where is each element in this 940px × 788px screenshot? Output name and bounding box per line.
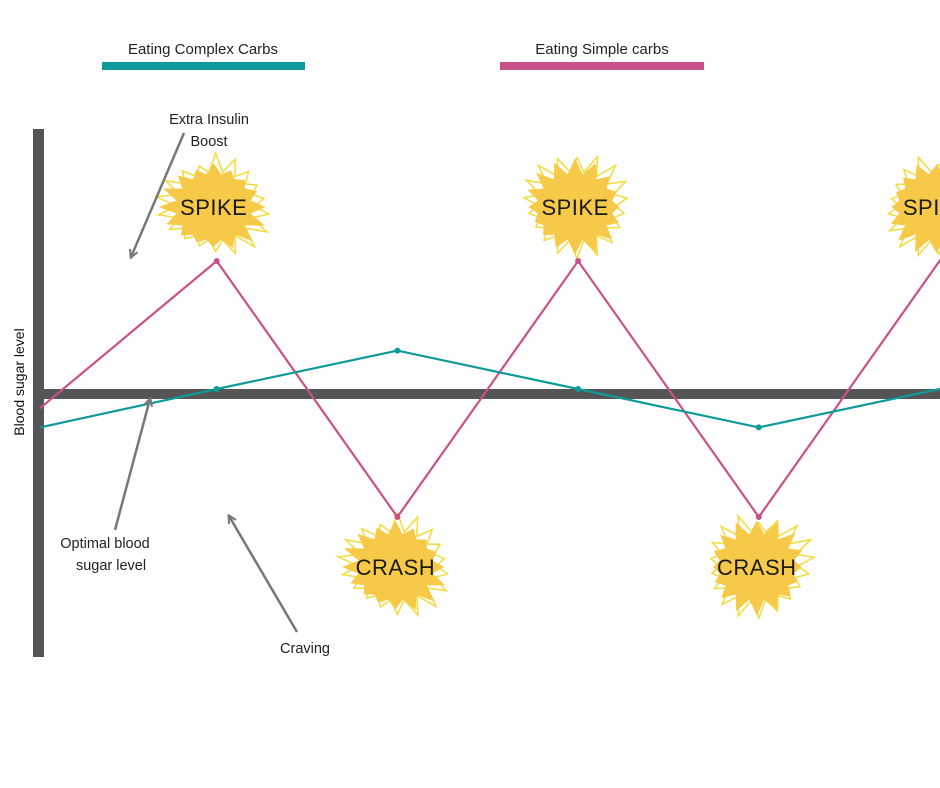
series-points [213,258,762,520]
point-complex-4 [755,424,762,431]
spike-burst-2-shape [527,158,619,255]
spike-burst-1-shape [158,163,266,248]
crash-burst-1: CRASH [335,510,450,618]
spike-burst-3-outline [886,155,940,258]
crash-burst-2-outline [709,513,817,621]
spike-burst-1: SPIKE [153,150,271,256]
annotation-insulin: Extra Insulin Boost [131,112,249,257]
legend-label-complex-carbs: Eating Complex Carbs [128,41,278,58]
crash-burst-2-label: CRASH [717,555,797,580]
point-simple-4 [755,514,762,520]
crash-burst-1-outline [335,510,450,618]
spike-burst-2-label: SPIKE [541,195,608,220]
annotation-insulin-line1: Extra Insulin [169,112,249,128]
legend-swatch-simple-carbs [500,62,704,70]
annotation-optimal: Optimal blood sugar level [60,399,150,574]
spike-burst-3-shape [890,164,940,254]
spike-burst-1-outline [153,150,271,256]
spike-burst-3-label: SPIKE [903,195,940,220]
point-complex-3 [575,386,582,392]
point-complex-2 [394,347,401,354]
point-complex-1 [213,386,220,392]
spike-burst-1-label: SPIKE [180,195,247,220]
bursts: SPIKESPIKESPIKESPIKESPIKECRASHCRASHCRASH… [153,150,940,621]
annotation-optimal-arrow [113,399,150,531]
crash-burst-1-shape [342,520,446,611]
y-axis-label: Blood sugar level [11,328,27,435]
point-simple-2 [394,514,401,520]
legend-item-simple-carbs: Eating Simple carbs [500,41,704,70]
axes: Blood sugar level [11,129,940,657]
annotation-insulin-line2: Boost [190,134,227,150]
annotation-optimal-line2: sugar level [76,558,146,574]
crash-burst-1-label: CRASH [356,555,436,580]
legend-item-complex-carbs: Eating Complex Carbs [102,41,305,70]
point-simple-3 [575,258,582,264]
annotation-craving: Craving [229,516,330,657]
legend-swatch-complex-carbs [102,62,305,70]
legend: Eating Complex Carbs Eating Simple carbs [102,41,704,70]
annotation-craving-label: Craving [280,641,330,657]
spike-burst-3: SPIKE [886,155,940,258]
baseline-axis [33,389,940,399]
spike-burst-2: SPIKE [522,154,629,262]
crash-burst-2-shape [713,520,803,616]
crash-burst-2: CRASH [709,513,817,621]
annotation-craving-arrow [229,516,299,633]
legend-label-simple-carbs: Eating Simple carbs [535,41,668,58]
point-simple-1 [213,258,220,264]
annotation-optimal-line1: Optimal blood [60,536,149,552]
annotation-insulin-arrow [131,132,186,257]
